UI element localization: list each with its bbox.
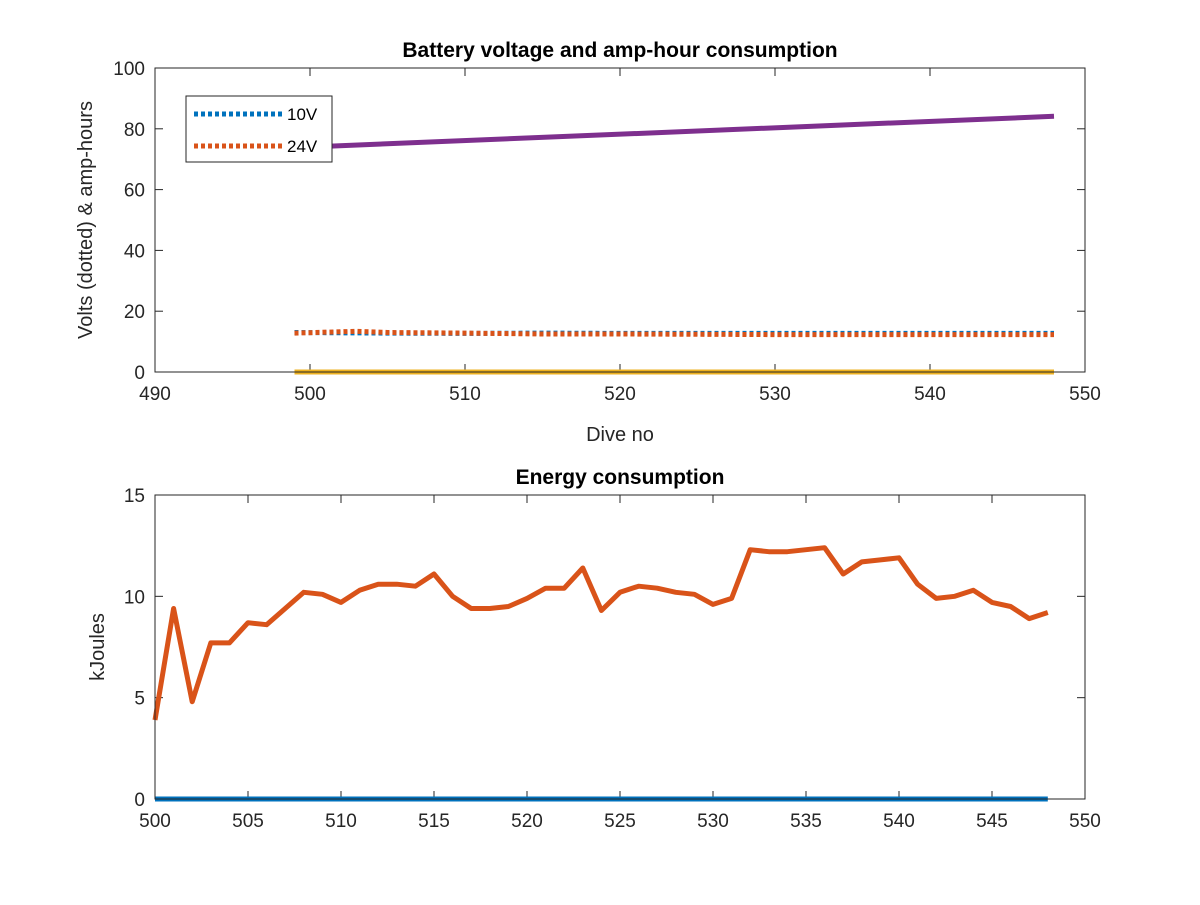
x-tick-label: 500 xyxy=(139,811,171,832)
y-tick-label: 80 xyxy=(124,120,145,141)
x-tick-label: 505 xyxy=(232,811,264,832)
series-line-line-4 xyxy=(294,113,1055,151)
axes-energy-consumption: Energy consumption kJoules 500 505 510 515 5… xyxy=(87,466,1101,832)
chart-title: Energy consumption xyxy=(516,466,725,489)
y-tick-label: 10 xyxy=(124,587,145,608)
x-tick-label: 510 xyxy=(449,384,481,405)
legend-box xyxy=(185,95,333,163)
y-axis-label: kJoules xyxy=(87,613,109,681)
x-tick-label: 550 xyxy=(1069,384,1101,405)
x-tick-label: 520 xyxy=(511,811,543,832)
y-axis-label: Volts (dotted) & amp-hours xyxy=(75,101,97,339)
y-tick-label: 0 xyxy=(134,790,145,811)
legend: 10V 24V xyxy=(185,95,333,163)
x-tick-label: 525 xyxy=(604,811,636,832)
series-line-line-2 xyxy=(152,545,1049,721)
chart-title: Battery voltage and amp-hour consumption xyxy=(402,39,837,62)
series-line-24v xyxy=(294,328,1054,338)
axes-battery-voltage: Battery voltage and amp-hour consumption… xyxy=(75,39,1101,446)
x-tick-label: 530 xyxy=(759,384,791,405)
x-tick-label: 545 xyxy=(976,811,1008,832)
x-tick-label: 540 xyxy=(883,811,915,832)
x-tick-label: 515 xyxy=(418,811,450,832)
legend-label-24v: 24V xyxy=(287,137,318,156)
x-tick-label: 550 xyxy=(1069,811,1101,832)
x-tick-label: 510 xyxy=(325,811,357,832)
y-tick-label: 100 xyxy=(113,59,145,80)
axis-ticks: 490 500 510 520 530 540 550 0 20 40 60 80 100 xyxy=(113,59,1101,405)
axes-box xyxy=(154,67,1086,373)
legend-label-10v: 10V xyxy=(287,105,318,124)
axes-box xyxy=(154,494,1086,800)
x-tick-label: 520 xyxy=(604,384,636,405)
x-tick-label: 535 xyxy=(790,811,822,832)
y-tick-label: 60 xyxy=(124,181,145,202)
y-tick-label: 5 xyxy=(134,689,145,710)
x-axis-label: Dive no xyxy=(586,424,654,446)
x-tick-label: 500 xyxy=(294,384,326,405)
y-tick-label: 0 xyxy=(134,363,145,384)
x-tick-label: 540 xyxy=(914,384,946,405)
x-tick-label: 490 xyxy=(139,384,171,405)
x-tick-label: 530 xyxy=(697,811,729,832)
y-tick-label: 20 xyxy=(124,302,145,323)
y-tick-label: 15 xyxy=(124,486,145,507)
y-tick-label: 40 xyxy=(124,241,145,262)
